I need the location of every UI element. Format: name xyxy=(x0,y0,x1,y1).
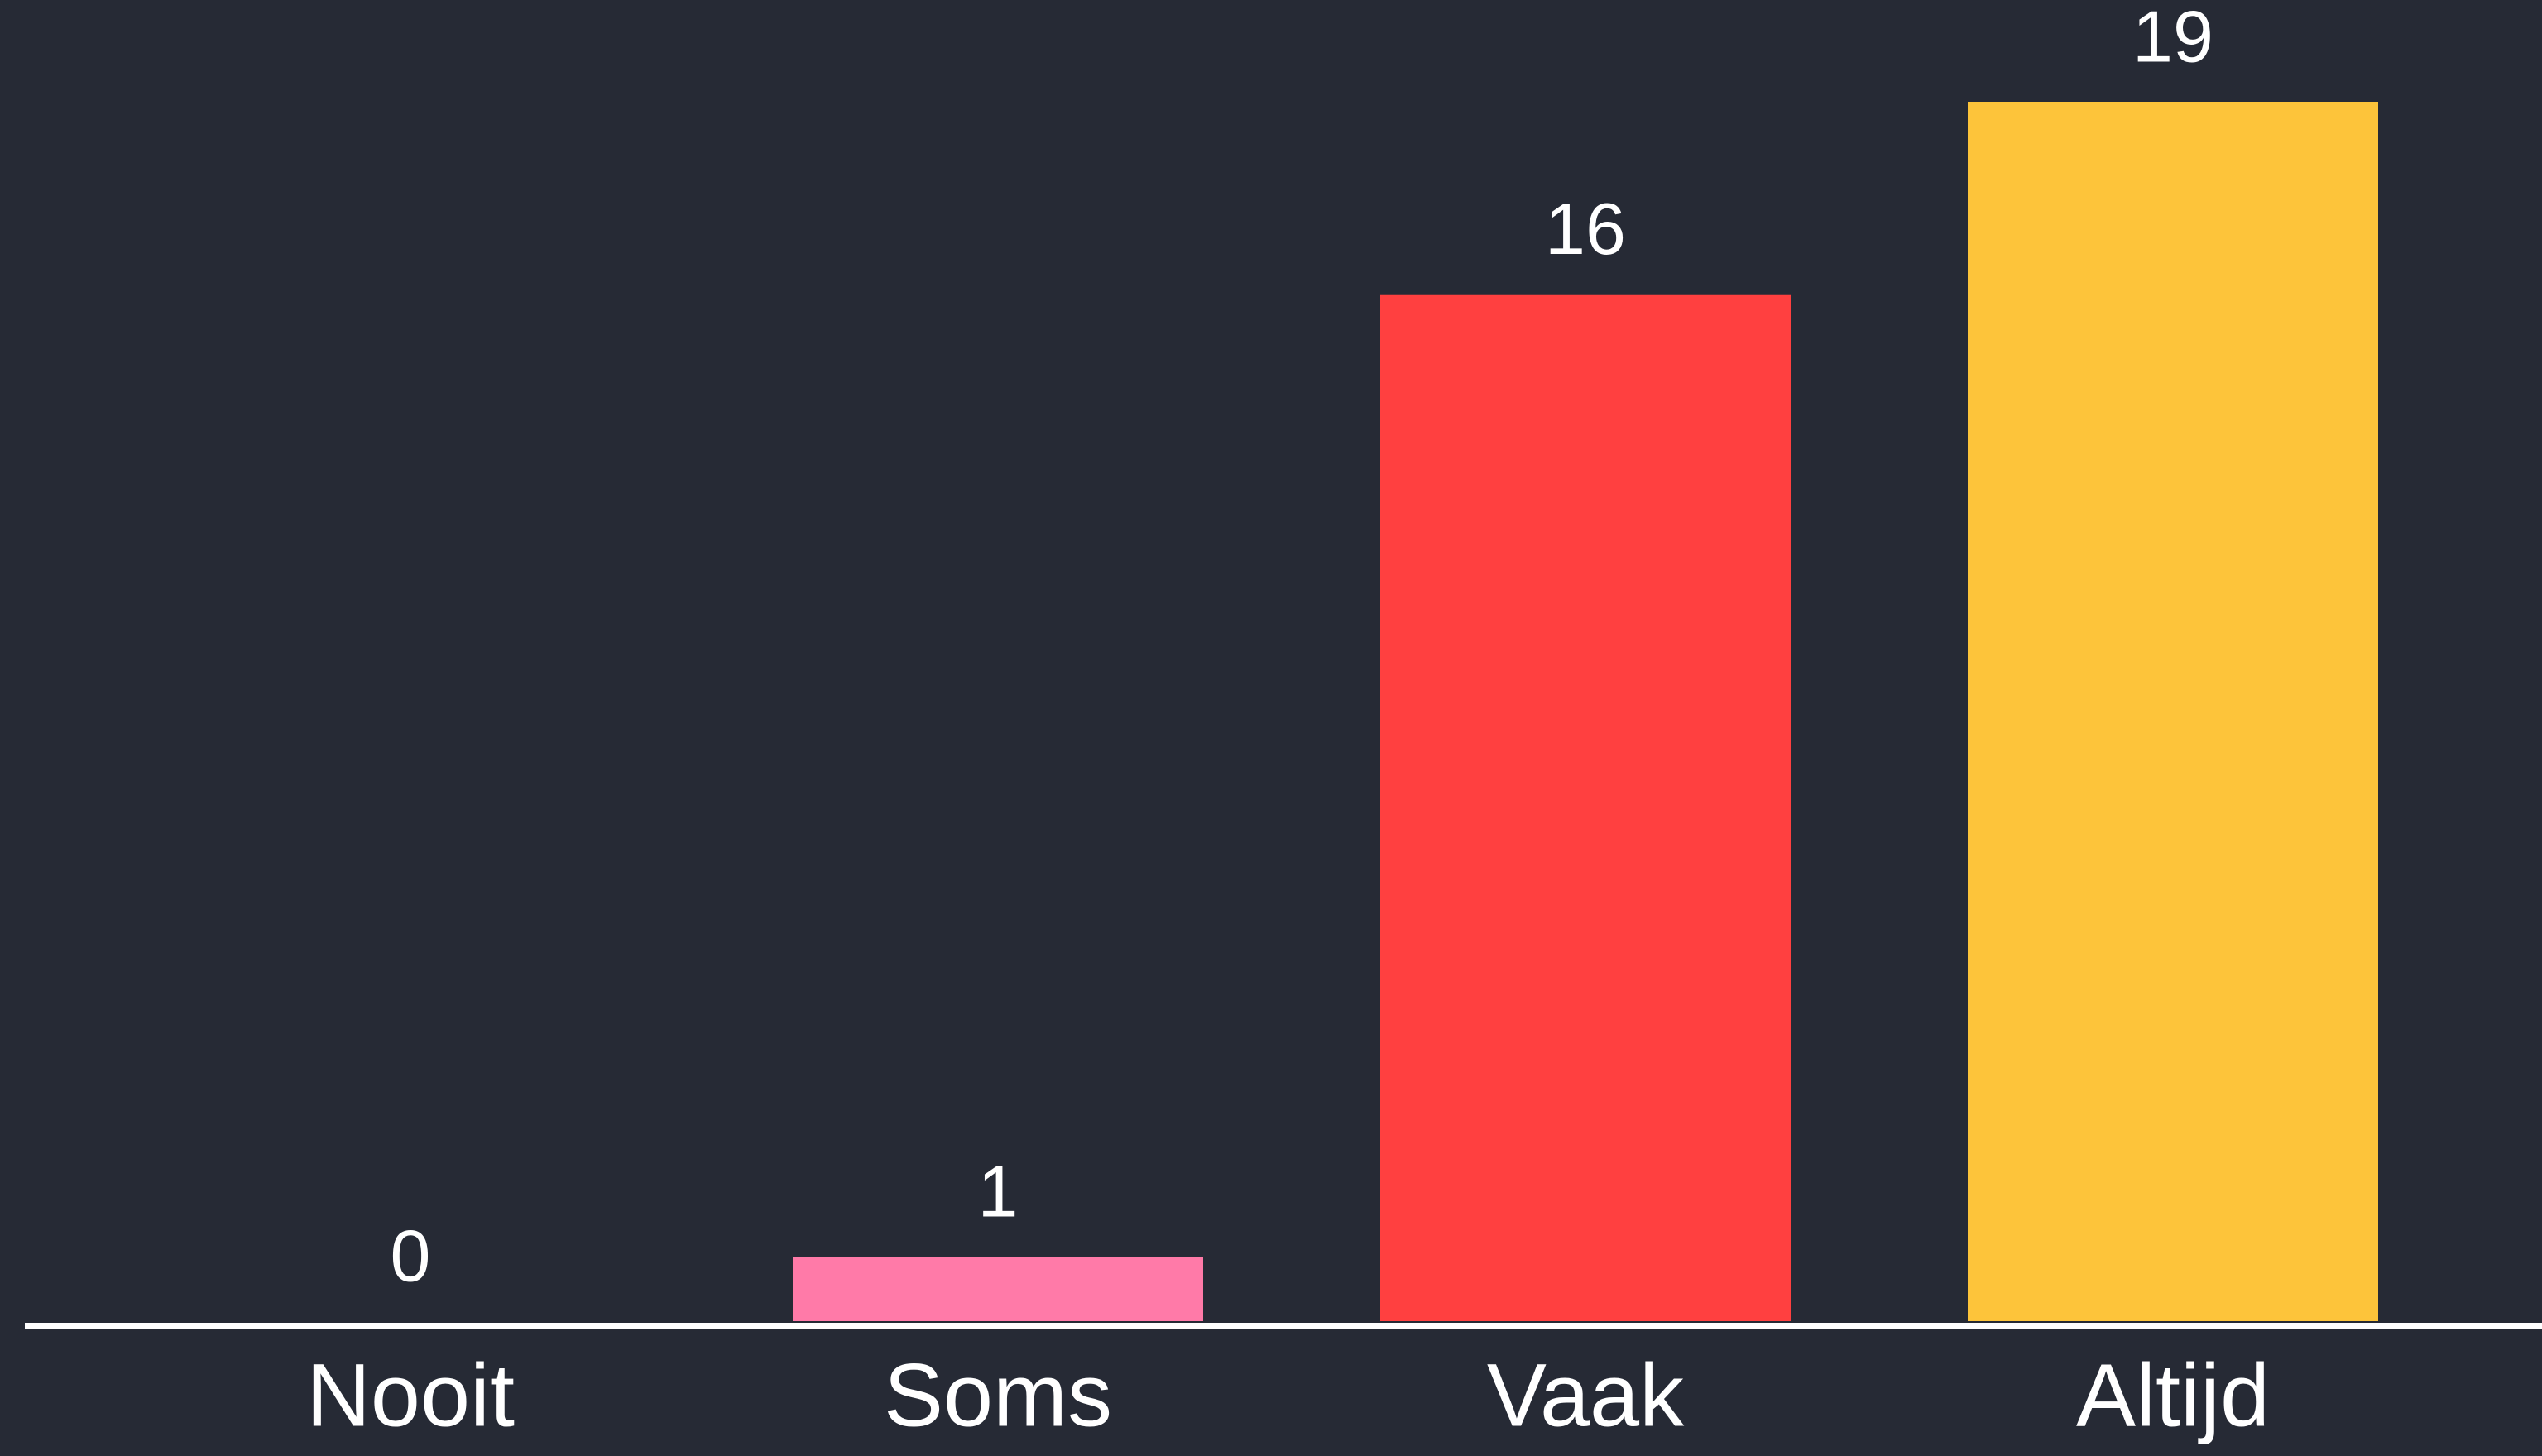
x-tick-label: Soms xyxy=(884,1345,1112,1445)
bar xyxy=(793,1257,1203,1321)
x-tick-label: Vaak xyxy=(1487,1345,1685,1445)
bar xyxy=(1380,294,1791,1322)
bar xyxy=(1968,102,2378,1321)
value-label: 19 xyxy=(2132,0,2213,77)
x-tick-label: Altijd xyxy=(2076,1345,2270,1445)
value-label: 16 xyxy=(1545,188,1626,270)
value-label: 0 xyxy=(391,1214,431,1296)
x-tick-label: Nooit xyxy=(306,1345,515,1445)
value-label: 1 xyxy=(978,1151,1019,1233)
